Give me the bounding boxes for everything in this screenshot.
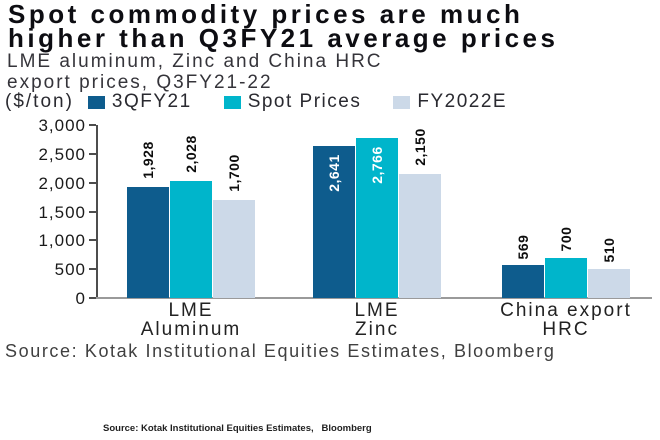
- x-category-label-line: LME: [354, 300, 400, 321]
- legend-swatch-fy2022e: [393, 95, 411, 109]
- bar: [170, 181, 212, 298]
- bar-value-label: 2,150: [412, 128, 428, 166]
- bar: [399, 174, 441, 298]
- legend-label: 3QFY21: [111, 91, 192, 112]
- x-category-label-line: LME: [168, 300, 214, 321]
- bar-value-label: 2,641: [326, 153, 342, 192]
- y-tick-mark: [89, 181, 96, 184]
- legend-item-spot-prices: Spot Prices: [223, 91, 362, 113]
- unit-label: ($/ton): [5, 91, 74, 112]
- y-tick-label: 500: [54, 260, 86, 280]
- y-tick-label: 2,500: [38, 144, 86, 164]
- bar: [545, 257, 587, 298]
- bar: [356, 138, 398, 298]
- bar-value-label: 569: [515, 234, 531, 260]
- chart-title-line2: higher than Q3FY21 average prices: [8, 23, 559, 53]
- x-category-label-line: China export: [500, 300, 632, 321]
- chart-subtitle-line1: LME aluminum, Zinc and China HRC: [7, 51, 383, 72]
- legend-label: FY2022E: [417, 91, 508, 112]
- bar-value-label: 2,028: [183, 135, 199, 173]
- x-category-label-line: Aluminum: [140, 319, 242, 340]
- chart-title-line1: Spot commodity prices are much: [8, 0, 524, 29]
- bar: [127, 186, 169, 298]
- y-tick-mark: [89, 124, 96, 126]
- bar-value-label: 1,928: [140, 141, 156, 179]
- y-tick-mark: [89, 210, 96, 213]
- x-category-label-line: HRC: [542, 319, 590, 340]
- bar: [313, 145, 355, 298]
- legend-label: Spot Prices: [247, 91, 362, 112]
- y-tick-label: 2,000: [38, 173, 86, 193]
- y-tick-label: 1,500: [38, 202, 86, 222]
- x-category-label: LME Aluminum: [111, 301, 271, 339]
- y-tick-label: 3,000: [38, 116, 86, 135]
- bar-value-label: 1,700: [226, 154, 242, 192]
- x-axis-line: [96, 297, 652, 299]
- y-tick-mark: [89, 297, 96, 299]
- bar-value-label: 510: [601, 237, 617, 263]
- x-category-label-line: Zinc: [355, 319, 399, 340]
- y-tick-mark: [89, 152, 96, 155]
- x-category-label: LME Zinc: [297, 301, 457, 339]
- legend-swatch-spot-prices: [223, 95, 241, 109]
- bar: [588, 268, 630, 298]
- bar: [502, 265, 544, 298]
- y-tick-mark: [89, 268, 96, 271]
- legend: ($/ton) 3QFY21 Spot Prices FY2022E: [5, 91, 539, 113]
- legend-item-fy2022e: FY2022E: [393, 91, 507, 113]
- chart-title: Spot commodity prices are much higher th…: [8, 0, 559, 53]
- y-tick-label: 1,000: [38, 231, 86, 251]
- y-tick-mark: [89, 239, 96, 242]
- y-tick-label: 0: [75, 289, 86, 308]
- legend-swatch-3qfy21: [87, 95, 105, 109]
- chart-subtitle: LME aluminum, Zinc and China HRC export …: [7, 51, 383, 93]
- source-note: Source: Kotak Institutional Equities Est…: [5, 341, 556, 361]
- bar-value-label: 700: [558, 226, 574, 252]
- bar: [213, 199, 255, 298]
- small-source-note: Source: Kotak Institutional Equities Est…: [103, 423, 372, 434]
- y-axis-line: [96, 125, 98, 299]
- x-category-label: China export HRC: [486, 301, 646, 339]
- bar-value-label: 2,766: [369, 146, 385, 185]
- chart-subtitle-line2: export prices, Q3FY21-22: [7, 72, 273, 93]
- legend-item-3qfy21: 3QFY21: [87, 91, 192, 113]
